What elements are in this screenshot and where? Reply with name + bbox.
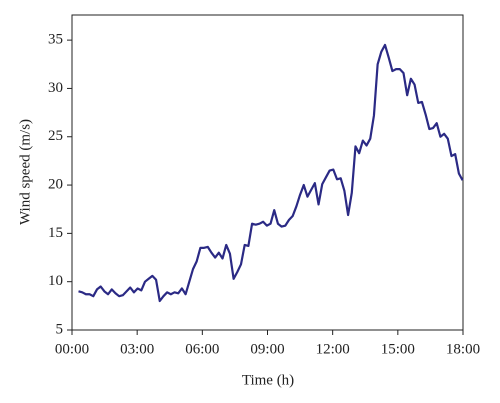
y-tick-label: 10: [48, 273, 63, 289]
x-tick-label: 18:00: [446, 341, 480, 357]
x-tick-label: 00:00: [55, 341, 89, 357]
plot-frame: [71, 14, 464, 331]
y-tick-label: 35: [48, 32, 63, 48]
y-axis-label: Wind speed (m/s): [17, 119, 33, 225]
x-tick-label: 06:00: [185, 341, 219, 357]
x-tick-label: 03:00: [120, 341, 154, 357]
data-line: [78, 43, 464, 303]
y-tick-label: 30: [48, 80, 63, 96]
x-tick-label: 12:00: [316, 341, 350, 357]
x-axis-label: Time (h): [242, 372, 294, 388]
y-tick-label: 5: [56, 321, 64, 337]
y-tick-label: 20: [48, 176, 63, 192]
y-tick-label: 15: [48, 225, 63, 241]
x-tick-label: 09:00: [250, 341, 284, 357]
y-tick-label: 25: [48, 128, 63, 144]
x-tick-label: 15:00: [381, 341, 415, 357]
